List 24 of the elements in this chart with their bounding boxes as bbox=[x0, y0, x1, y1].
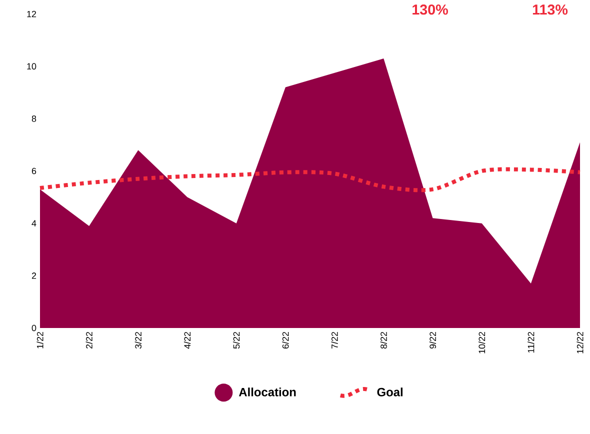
x-tick-label: 5/22 bbox=[233, 332, 240, 349]
y-tick-label: 10 bbox=[27, 63, 36, 70]
x-tick-label: 3/22 bbox=[134, 332, 142, 349]
x-tick-label: 4/22 bbox=[184, 332, 191, 349]
line-series bbox=[38, 167, 582, 192]
y-tick-label: 12 bbox=[27, 10, 36, 18]
y-tick-label: 4 bbox=[32, 220, 36, 226]
x-tick-label: 12/22 bbox=[576, 332, 584, 354]
y-tick-label: 0 bbox=[32, 324, 36, 332]
x-tick-label: 10/22 bbox=[478, 332, 486, 354]
legend-label: Allocation bbox=[238, 388, 296, 396]
annotation: 130% bbox=[412, 4, 448, 15]
x-tick-label: 7/22 bbox=[331, 332, 338, 349]
x-tick-label: 2/22 bbox=[86, 332, 92, 349]
x-tick-label: 6/22 bbox=[282, 332, 289, 349]
annotation: 113% bbox=[532, 4, 568, 15]
x-tick-label: 1/22 bbox=[36, 332, 44, 348]
x-tick-label: 11/22 bbox=[528, 332, 534, 353]
y-tick-label: 2 bbox=[32, 272, 36, 279]
y-tick-label: 8 bbox=[32, 115, 36, 122]
legend-label: Goal bbox=[377, 388, 402, 396]
x-tick-label: 8/22 bbox=[380, 332, 387, 349]
x-tick-label: 9/22 bbox=[429, 332, 436, 349]
y-tick-label: 6 bbox=[32, 168, 36, 174]
